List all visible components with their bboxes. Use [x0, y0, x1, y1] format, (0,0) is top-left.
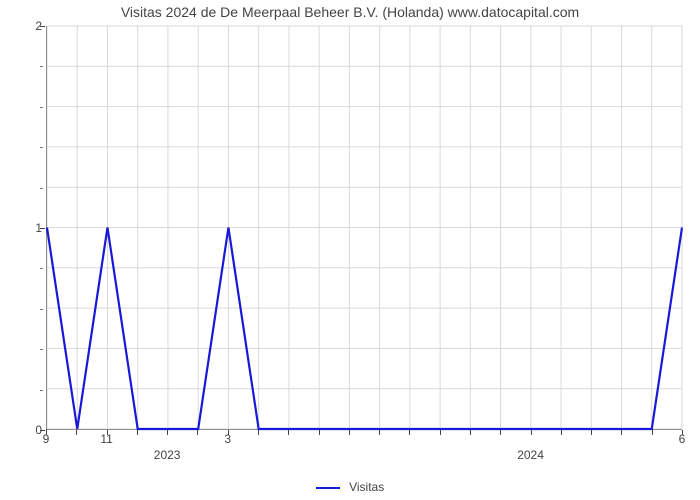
y-tick-minor [40, 107, 43, 108]
y-tick-minor [40, 309, 43, 310]
legend: Visitas [0, 480, 700, 494]
x-year-label: 2024 [517, 448, 544, 462]
plot-svg [47, 26, 682, 429]
x-tick [652, 430, 653, 435]
x-tick [409, 430, 410, 435]
x-tick-label: 9 [43, 432, 50, 446]
x-tick [500, 430, 501, 435]
x-tick [440, 430, 441, 435]
chart-title: Visitas 2024 de De Meerpaal Beheer B.V. … [0, 4, 700, 20]
y-tick-minor [40, 147, 43, 148]
y-tick-minor [40, 188, 43, 189]
x-tick [137, 430, 138, 435]
y-tick-minor [40, 349, 43, 350]
x-tick [379, 430, 380, 435]
legend-label: Visitas [349, 480, 384, 494]
x-tick [258, 430, 259, 435]
x-tick [349, 430, 350, 435]
y-tick-minor [40, 268, 43, 269]
x-tick [470, 430, 471, 435]
x-tick [197, 430, 198, 435]
x-tick [76, 430, 77, 435]
x-tick [319, 430, 320, 435]
chart-container: Visitas 2024 de De Meerpaal Beheer B.V. … [0, 0, 700, 500]
plot-area [46, 26, 682, 430]
y-tick-minor [40, 390, 43, 391]
legend-swatch [316, 487, 340, 489]
x-tick [621, 430, 622, 435]
y-tick-label: 0 [30, 423, 42, 437]
x-year-label: 2023 [154, 448, 181, 462]
x-tick-label: 6 [679, 432, 686, 446]
x-tick-label: 3 [224, 432, 231, 446]
x-tick-label: 11 [100, 432, 112, 446]
y-tick-minor [40, 66, 43, 67]
x-tick [591, 430, 592, 435]
y-tick-label: 2 [30, 19, 42, 33]
x-tick [288, 430, 289, 435]
x-tick [561, 430, 562, 435]
x-tick [167, 430, 168, 435]
y-tick-label: 1 [30, 221, 42, 235]
x-tick [531, 430, 532, 435]
